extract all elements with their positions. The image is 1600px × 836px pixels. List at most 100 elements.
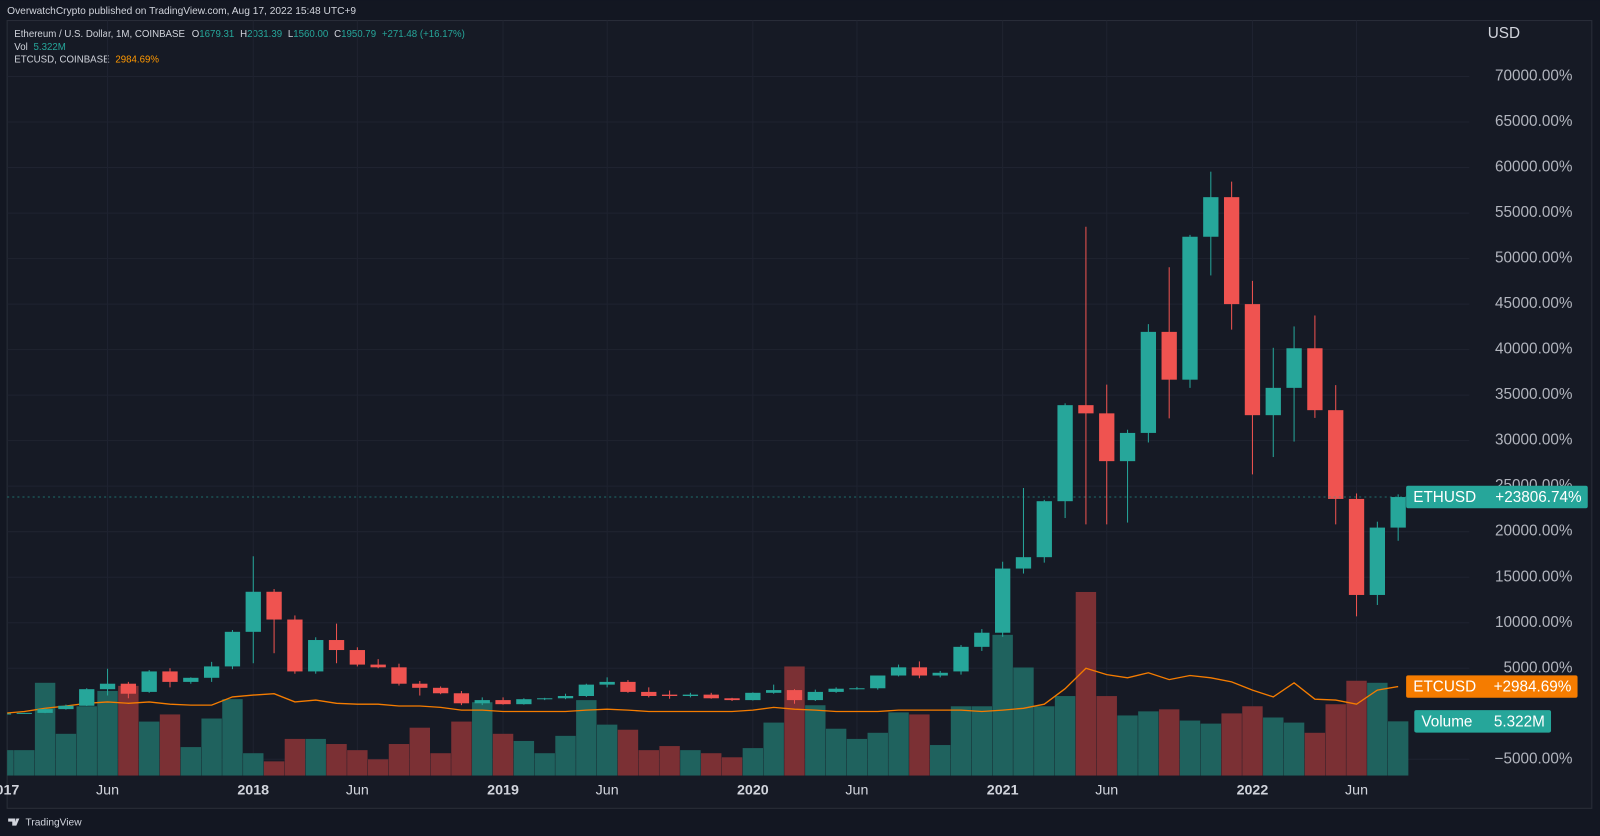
- y-tick-label: 65000.00%: [1495, 113, 1573, 130]
- volume-bar: [34, 682, 56, 776]
- volume-bar: [138, 721, 160, 776]
- volume-bar: [1034, 706, 1055, 776]
- candle-body: [328, 640, 345, 651]
- candle-body: [79, 689, 95, 706]
- volume-bar: [263, 761, 285, 776]
- candle-body: [308, 640, 324, 672]
- footer: TradingView: [8, 817, 82, 828]
- y-tick-label: 15000.00%: [1495, 568, 1573, 585]
- axis-unit: USD: [1488, 25, 1520, 42]
- badge-value: 5.322M: [1494, 713, 1545, 730]
- candle-body: [1203, 197, 1219, 237]
- volume-bar: [742, 748, 764, 776]
- candle-body: [474, 700, 490, 704]
- brand-logo: [8, 818, 20, 826]
- candle-body: [786, 690, 803, 701]
- volume-bar: [763, 722, 784, 776]
- candle-body: [849, 688, 865, 690]
- volume-bar: [1158, 709, 1180, 776]
- volume-bar: [1117, 715, 1138, 776]
- legend-value: 5.322M: [34, 42, 66, 53]
- volume-bar: [846, 738, 868, 776]
- candle-body: [890, 667, 907, 676]
- candle-body: [1265, 387, 1281, 416]
- volume-bar: [243, 753, 264, 776]
- legend-key: O: [192, 28, 200, 39]
- candle-body: [1015, 557, 1032, 569]
- x-tick-label: 2021: [987, 783, 1019, 799]
- volume-bar: [305, 738, 326, 776]
- candle-body: [661, 694, 678, 697]
- candle-body: [620, 681, 636, 692]
- y-tick-label: 35000.00%: [1495, 386, 1573, 403]
- candle-body: [120, 683, 137, 694]
- volume-bar: [222, 699, 243, 776]
- legend-value: 1560.00: [293, 28, 329, 39]
- volume-bar: [409, 727, 430, 776]
- candle-body: [16, 712, 32, 714]
- candle-body: [953, 646, 969, 672]
- candle-body: [578, 684, 594, 697]
- volume-bar: [701, 753, 722, 776]
- volume-bar: [1200, 723, 1222, 776]
- volume-bar: [1283, 722, 1305, 776]
- x-tick-label: 2018: [237, 783, 269, 799]
- candle-body: [183, 677, 199, 682]
- legend-line: ETCUSD, COINBASE 2984.69%: [14, 54, 159, 65]
- candle-body: [7, 713, 12, 715]
- volume-bar: [367, 759, 389, 776]
- compare-line: [7, 667, 1399, 714]
- x-tick-label: 2019: [487, 783, 519, 799]
- volume-bar: [159, 714, 181, 776]
- volume-bar: [1221, 713, 1242, 776]
- x-tick-label: Jun: [346, 783, 369, 799]
- volume-bar: [118, 685, 139, 776]
- y-tick-label: −5000.00%: [1495, 750, 1573, 767]
- candle-body: [245, 591, 261, 632]
- candle-body: [537, 698, 553, 700]
- candle-body: [1119, 432, 1136, 462]
- candle-body: [1161, 331, 1177, 380]
- volume-bar: [1242, 706, 1263, 776]
- volume-bar: [1387, 721, 1409, 776]
- candle-body: [724, 698, 740, 701]
- candle-body: [1390, 497, 1406, 528]
- y-tick-label: 30000.00%: [1495, 432, 1573, 449]
- legend-value: 2984.69%: [115, 54, 159, 65]
- volume-bar: [1346, 680, 1367, 776]
- brand-name: TradingView: [26, 817, 83, 828]
- volume-bar: [617, 729, 639, 776]
- candle-body: [807, 691, 823, 701]
- x-tick-label: Jun: [845, 783, 868, 799]
- candle-body: [1348, 498, 1365, 595]
- candle-body: [162, 671, 178, 682]
- volume-bar: [1325, 704, 1346, 776]
- candle-body: [932, 672, 948, 676]
- price-badge: [1406, 485, 1588, 509]
- volume-bar: [201, 718, 222, 776]
- volume-bar: [472, 702, 493, 776]
- x-tick-label: Jun: [1345, 783, 1368, 799]
- volume-bar: [596, 724, 618, 776]
- volume-bar: [825, 728, 847, 776]
- volume-bar: [971, 706, 993, 776]
- volume-bar: [576, 700, 597, 776]
- volume-bar: [659, 746, 680, 776]
- publish-header: OverwatchCrypto published on TradingView…: [7, 6, 356, 17]
- volume-bar: [1304, 732, 1326, 776]
- candle-body: [682, 694, 699, 697]
- volume-bar: [451, 721, 472, 776]
- y-tick-label: 50000.00%: [1495, 250, 1573, 267]
- y-tick-label: 45000.00%: [1495, 295, 1573, 312]
- volume-bar: [14, 750, 35, 776]
- candle-body: [1223, 197, 1240, 305]
- candle-body: [516, 699, 532, 705]
- legend-key: C: [334, 28, 341, 39]
- candle-body: [1244, 304, 1261, 416]
- badge-value: +23806.74%: [1495, 489, 1582, 506]
- legend-symbol: Ethereum / U.S. Dollar, 1M, COINBASE: [14, 28, 185, 39]
- badge-name: ETCUSD: [1413, 679, 1476, 696]
- volume-bar: [326, 744, 347, 776]
- volume-bar: [513, 740, 535, 776]
